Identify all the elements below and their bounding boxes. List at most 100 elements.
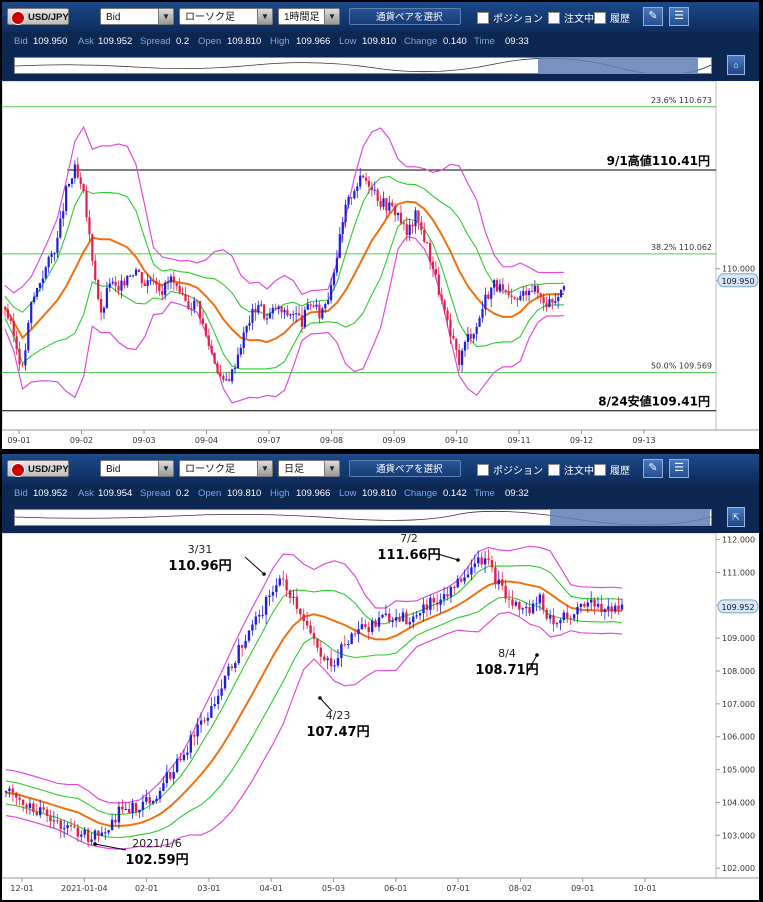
x-tick-label: 09-04: [195, 436, 218, 445]
candle-body: [350, 197, 353, 199]
candle-body: [165, 772, 169, 784]
chart-type-select[interactable]: ローソク足 ▼: [179, 460, 273, 477]
candle-body: [88, 217, 91, 235]
pair-select-button[interactable]: 通貨ペアを選択: [349, 460, 461, 477]
candle-body: [364, 624, 367, 627]
price-type-select[interactable]: Bid ▼: [100, 460, 174, 477]
candle-body: [504, 585, 507, 599]
candle-body: [562, 612, 566, 621]
candle-body: [193, 735, 196, 737]
candle-body: [559, 289, 563, 298]
candle-body: [335, 257, 339, 273]
candle-body: [134, 802, 138, 813]
drawing-tool-icon[interactable]: ✎: [643, 7, 663, 26]
info-bar: Bid 109.952 Ask 109.954 Spread 0.2 Open 109.…: [2, 484, 759, 503]
candle-body: [50, 253, 53, 257]
symbol-button[interactable]: USD/JPY: [7, 460, 69, 477]
drawing-tool-icon[interactable]: ✎: [643, 459, 663, 478]
candle-body: [551, 299, 554, 303]
candle-body: [535, 603, 538, 605]
price-type-select[interactable]: Bid ▼: [100, 8, 174, 25]
candle-body: [138, 809, 141, 813]
plot-area: [2, 81, 717, 431]
candle-body: [186, 752, 189, 755]
candle-body: [105, 287, 109, 308]
candle-body: [470, 567, 473, 575]
pair-select-label: 通貨ペアを選択: [376, 12, 443, 23]
ask-value: 109.952: [98, 36, 133, 47]
candle-body: [315, 304, 318, 307]
candle-body: [280, 306, 283, 313]
timeframe-select[interactable]: 1時間足 ▼: [278, 8, 340, 25]
candle-body: [473, 563, 477, 568]
x-tick-label: 12-01: [10, 884, 33, 893]
history-label: 履歴: [610, 466, 630, 477]
navigator-selection[interactable]: [550, 510, 710, 525]
candle-body: [237, 645, 240, 664]
candle-body: [100, 832, 104, 836]
candle-body: [79, 177, 82, 184]
candle-body: [391, 202, 394, 206]
candle-body: [318, 304, 321, 319]
candle-body: [376, 189, 379, 201]
candle-body: [110, 819, 114, 831]
candle-body: [11, 788, 15, 793]
candle-body: [357, 629, 360, 635]
navigator-selection[interactable]: [538, 58, 698, 73]
candle-body: [248, 322, 251, 326]
candle-body: [559, 620, 562, 624]
history-checkbox[interactable]: [594, 464, 606, 476]
settings-icon[interactable]: ☰: [669, 7, 689, 26]
candle-body: [236, 354, 240, 369]
candle-body: [155, 798, 158, 802]
x-tick-label: 08-02: [509, 884, 532, 893]
positions-checkbox[interactable]: [477, 464, 489, 476]
candle-body: [201, 318, 205, 324]
candle-body: [164, 282, 167, 295]
history-checkbox[interactable]: [594, 12, 606, 24]
navigator-slider[interactable]: [14, 509, 712, 526]
y-tick-label: 105.000: [722, 766, 755, 775]
positions-checkbox[interactable]: [477, 12, 489, 24]
annotation-arrowhead: [535, 653, 539, 657]
candle-body: [223, 675, 227, 689]
candle-body: [299, 608, 302, 615]
candle-body: [463, 577, 466, 582]
candle-body: [8, 788, 11, 792]
x-tick-label: 2021-01-04: [61, 884, 108, 893]
candle-body: [21, 799, 25, 805]
settings-icon[interactable]: ☰: [669, 459, 689, 478]
us-flag-icon: [11, 463, 25, 477]
candle-body: [162, 783, 165, 791]
y-tick-label: 112.000: [722, 536, 755, 545]
candle-body: [18, 349, 21, 365]
orders-checkbox[interactable]: [548, 464, 560, 476]
chart-type-select[interactable]: ローソク足 ▼: [179, 8, 273, 25]
last-price-tag: [717, 599, 759, 614]
timeframe-select[interactable]: 日足 ▼: [278, 460, 340, 477]
candle-body: [484, 294, 487, 310]
candle-body: [297, 313, 301, 316]
orders-checkbox[interactable]: [548, 12, 560, 24]
candle-body: [282, 578, 285, 580]
candle-body: [158, 790, 162, 799]
symbol-button[interactable]: USD/JPY: [7, 8, 69, 25]
candle-body: [97, 830, 100, 836]
x-tick-label: 05-03: [322, 884, 345, 893]
candle-body: [292, 313, 295, 315]
candle-body: [536, 285, 539, 294]
navigator-slider[interactable]: [14, 57, 712, 74]
positions-label: ポジション: [493, 466, 543, 477]
candle-body: [401, 612, 405, 622]
navigator-home-icon[interactable]: ⌂: [727, 55, 745, 75]
candle-body: [347, 197, 350, 205]
fib-label: 38.2% 110.062: [651, 243, 712, 252]
pair-select-button[interactable]: 通貨ペアを選択: [349, 8, 461, 25]
candle-body: [240, 645, 244, 648]
candle-body: [353, 191, 356, 199]
candle-body: [268, 313, 272, 319]
candle-body: [443, 300, 446, 311]
navigator-expand-icon[interactable]: ⇱: [727, 507, 745, 527]
candle-body: [198, 301, 202, 319]
candle-body: [143, 283, 146, 287]
